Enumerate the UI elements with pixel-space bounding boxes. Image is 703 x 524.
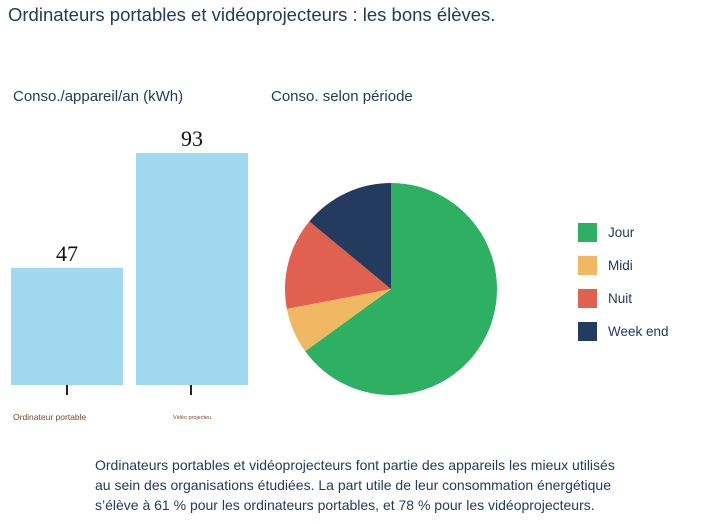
bar	[11, 267, 123, 385]
x-tick-label: Vidéo projecteu.	[173, 415, 213, 421]
page-title: Ordinateurs portables et vidéoprojecteur…	[8, 4, 496, 25]
legend-item: Week end	[578, 321, 669, 341]
legend-swatch	[578, 288, 597, 308]
legend-swatch	[578, 255, 597, 275]
bar-chart-title: Conso./appareil/an (kWh)	[13, 88, 184, 105]
pie-slice	[305, 183, 497, 395]
pie-slice	[286, 289, 391, 352]
legend-label: Midi	[608, 257, 633, 273]
legend-label: Week end	[608, 323, 669, 339]
legend-label: Jour	[608, 224, 635, 240]
legend-item: Nuit	[578, 288, 669, 308]
caption-line: s’élève à 61 % pour les ordinateurs port…	[95, 497, 595, 513]
pie-slice	[285, 221, 391, 309]
bar	[136, 153, 248, 385]
legend-label: Nuit	[608, 290, 633, 306]
x-tick-label: Ordinateur portable	[13, 412, 87, 422]
bar-value-label: 93	[181, 126, 203, 151]
pie-legend: Jour Midi Nuit Week end	[578, 222, 669, 354]
pie-chart-title: Conso. selon période	[271, 88, 413, 105]
bar-value-label: 47	[56, 241, 78, 266]
caption: Ordinateurs portables et vidéoprojecteur…	[95, 455, 695, 515]
legend-swatch	[578, 321, 597, 341]
caption-line: Ordinateurs portables et vidéoprojecteur…	[95, 457, 615, 473]
pie-slice	[309, 183, 391, 289]
legend-item: Jour	[578, 222, 669, 242]
caption-line: au sein des organisations étudiées. La p…	[95, 477, 611, 493]
legend-item: Midi	[578, 255, 669, 275]
legend-swatch	[578, 222, 597, 242]
